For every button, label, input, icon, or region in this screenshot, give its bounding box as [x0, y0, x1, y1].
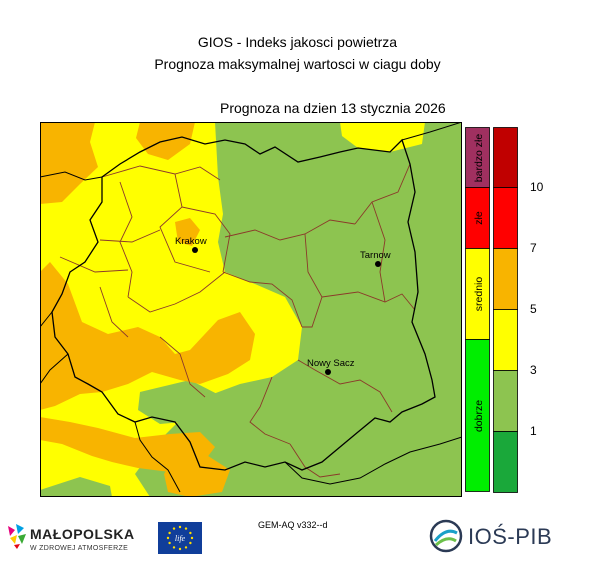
city-dot-tarnow — [375, 261, 381, 267]
category-label-zle: złe — [473, 211, 485, 225]
zone-orange-northwest — [40, 122, 98, 204]
scale-segment-yellow — [493, 309, 518, 371]
scale-value-3: 3 — [530, 363, 537, 377]
city-tarnow: Tarnow — [360, 250, 391, 267]
category-label-dobrze: dobrze — [473, 400, 485, 432]
malopolska-name: MAŁOPOLSKA — [30, 526, 135, 542]
map-subtitle: Prognoza maksymalnej wartosci w ciagu do… — [154, 56, 441, 72]
city-krakow: Krakow — [175, 236, 207, 253]
color-scale — [493, 127, 518, 493]
category-segment-srednio: srednio — [465, 248, 490, 340]
eu-flag-text: life — [175, 534, 186, 543]
city-dot-krakow — [192, 247, 198, 253]
zone-orange-south — [164, 454, 230, 497]
ios-pib-name: IOŚ-PIB — [468, 524, 553, 549]
city-label-nowy-sacz: Nowy Sacz — [307, 358, 355, 369]
eu-life-flag-icon: life — [158, 522, 202, 554]
scale-value-10: 10 — [530, 180, 544, 194]
scale-segment-orange — [493, 248, 518, 310]
map-frame — [40, 122, 462, 497]
neighbour-border-east — [401, 122, 462, 141]
city-label-krakow: Krakow — [175, 236, 207, 247]
forecast-map: Krakow Tarnow Nowy Sacz — [40, 122, 462, 497]
city-dot-nowy-sacz — [325, 369, 331, 375]
city-nowy-sacz: Nowy Sacz — [307, 358, 355, 375]
category-label-bardzo-zle: bardzo złe — [473, 134, 485, 183]
category-segment-zle: złe — [465, 187, 490, 249]
zone-orange-west — [40, 262, 255, 410]
zone-green-southwest — [138, 380, 225, 424]
scale-segment-dark-green — [493, 431, 518, 493]
category-segment-bardzo-zle: bardzo złe — [465, 127, 490, 188]
zone-orange-mid — [175, 218, 200, 246]
district-borders — [59, 139, 416, 478]
scale-segment-dark-red — [493, 127, 518, 188]
scale-value-7: 7 — [530, 241, 537, 255]
category-legend: bardzo złe złe srednio dobrze — [465, 127, 490, 492]
malopolska-tagline: W ZDROWEJ ATMOSFERZE — [30, 545, 129, 552]
zone-orange-southwest — [40, 417, 215, 472]
category-segment-dobrze: dobrze — [465, 339, 490, 492]
malopolska-logo-icon — [8, 524, 26, 549]
voivodeship-border — [51, 136, 436, 471]
ios-pib-logo-icon — [429, 519, 463, 553]
map-title: GIOS - Indeks jakosci powietrza — [197, 34, 398, 50]
scale-segment-green — [493, 370, 518, 432]
zone-green-lowerleft — [40, 477, 112, 497]
neighbour-border-west — [40, 171, 103, 385]
city-label-tarnow: Tarnow — [360, 250, 391, 261]
scale-segment-red — [493, 187, 518, 249]
scale-value-1: 1 — [530, 424, 537, 438]
model-version: GEM-AQ v332--d — [258, 520, 328, 530]
category-label-srednio: srednio — [473, 277, 485, 312]
neighbour-border-south — [134, 421, 462, 493]
forecast-date: Prognoza na dzien 13 stycznia 2026 — [220, 100, 446, 116]
scale-value-5: 5 — [530, 302, 537, 316]
